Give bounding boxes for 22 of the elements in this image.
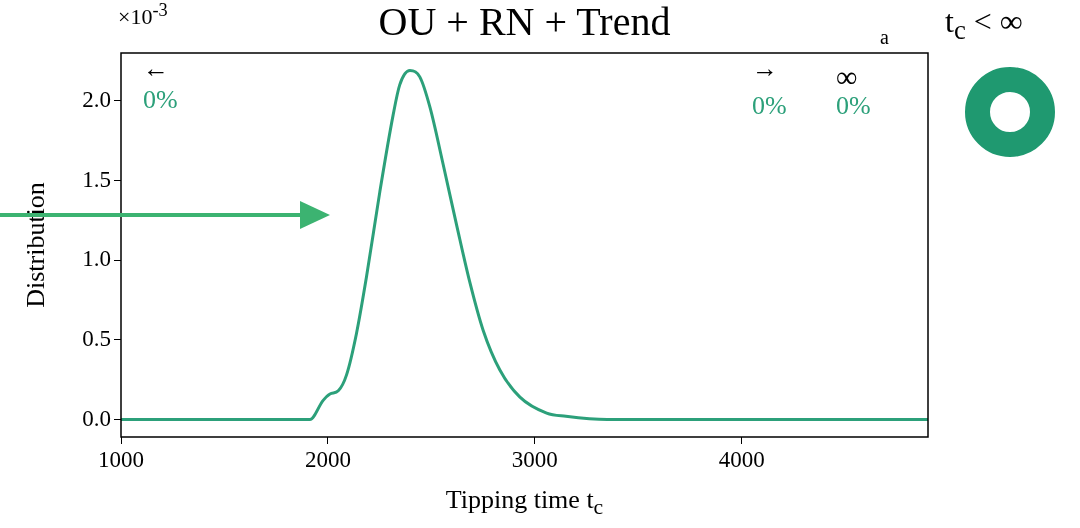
x-axis-title: Tipping time t$_{c}$ <box>444 484 605 522</box>
annotation: → <box>752 54 778 84</box>
chart-title: OU + RN + Trend <box>378 0 671 44</box>
annotation: 0% <box>143 85 178 115</box>
x-tick-label: 1000 <box>98 446 144 472</box>
y-tick-label: 0.5 <box>82 325 111 351</box>
x-tick-label: 4000 <box>718 446 765 472</box>
annotation: ∞ <box>836 60 858 93</box>
x-tick-label: 3000 <box>511 446 558 472</box>
y-tick-label: 1.0 <box>82 246 111 272</box>
text: ×10$^{-3}$ <box>118 0 168 30</box>
annotation: 0% <box>752 91 787 121</box>
annotation: ← <box>143 54 169 84</box>
y-axis-title: Distribution <box>21 182 51 308</box>
text: a <box>880 26 889 48</box>
annotation: 0% <box>836 91 871 121</box>
y-tick-label: 2.0 <box>82 86 111 112</box>
y-tick-label: 1.5 <box>82 166 111 192</box>
text: t$_{c}$ < ∞ <box>945 3 1023 46</box>
y-tick-label: 0.0 <box>82 405 111 431</box>
x-tick-label: 2000 <box>304 446 351 472</box>
line-series <box>121 69 928 421</box>
